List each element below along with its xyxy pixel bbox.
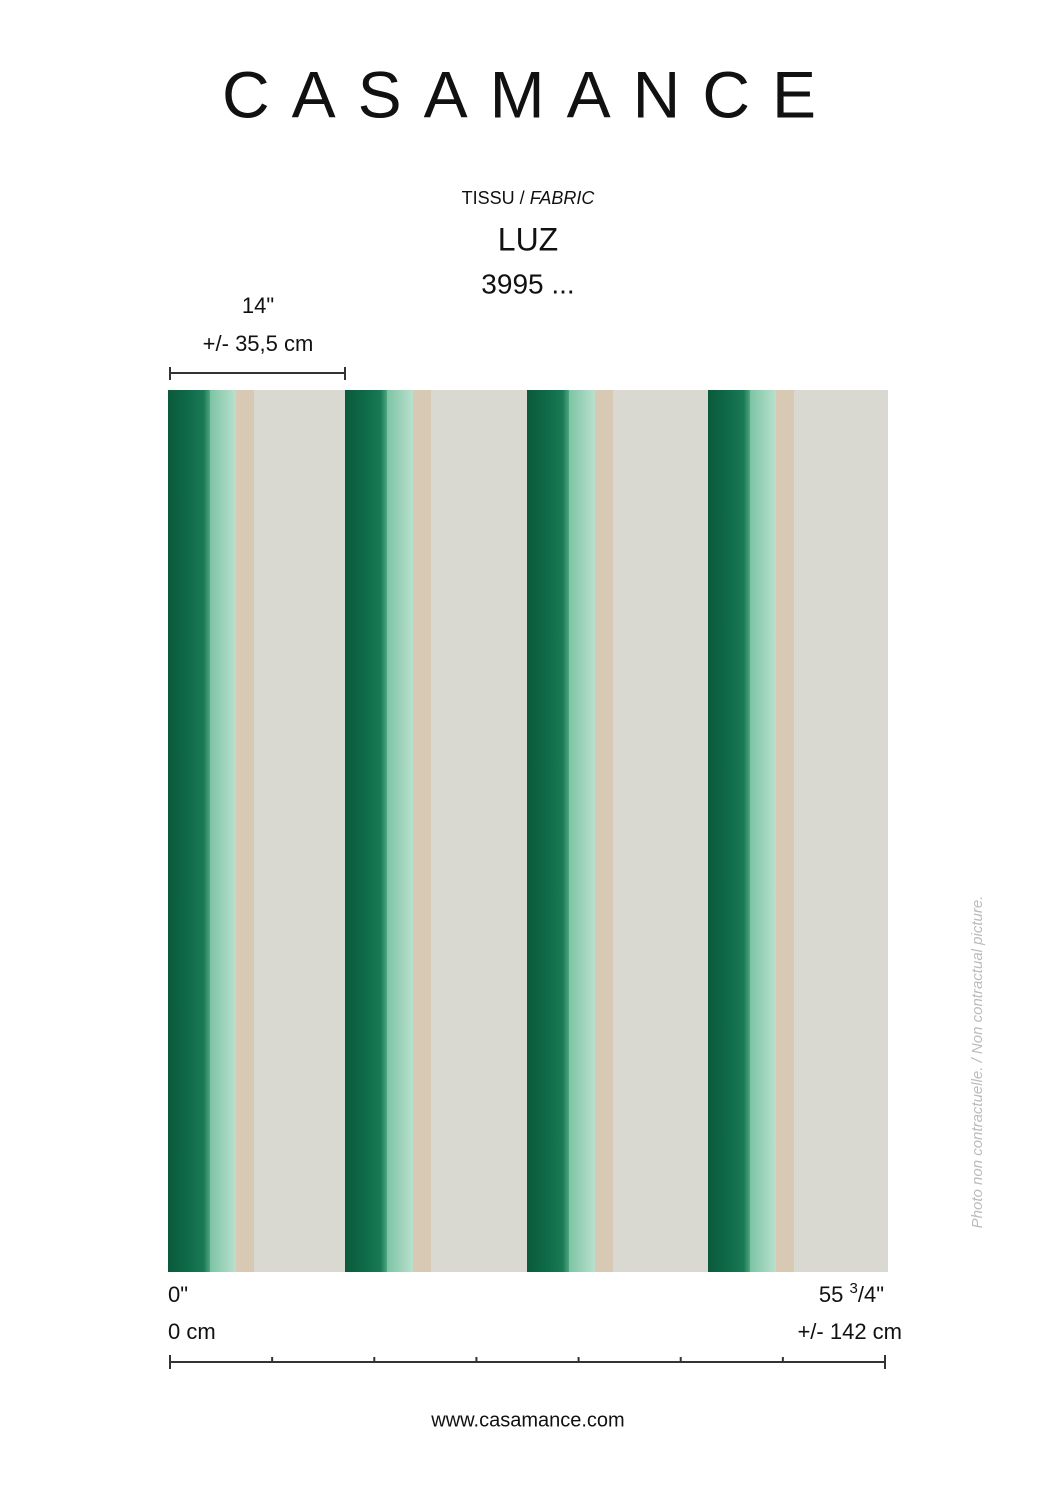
stripe-mint xyxy=(387,390,413,1272)
fabric-swatch xyxy=(168,390,888,1272)
slash: / xyxy=(858,1282,865,1307)
stripe-dark xyxy=(527,390,569,1272)
brand: CASAMANCE xyxy=(222,57,838,131)
separator: / xyxy=(520,188,525,208)
stripe-beige xyxy=(413,390,431,1272)
category-en: FABRIC xyxy=(530,188,596,208)
stripe-beige xyxy=(236,390,254,1272)
product-name: LUZ xyxy=(498,221,558,257)
whole: 55 xyxy=(819,1282,843,1307)
category-fr: TISSU xyxy=(462,188,515,208)
width-ruler xyxy=(169,1355,886,1369)
disclaimer: Photo non contractuelle. / Non contractu… xyxy=(969,896,986,1229)
stripe-dark xyxy=(168,390,210,1272)
end-inches: 55 3/4" xyxy=(819,1280,884,1307)
stripe-mint xyxy=(750,390,776,1272)
end-cm: +/- 142 cm xyxy=(797,1319,902,1344)
stripe-mint xyxy=(569,390,595,1272)
start-cm: 0 cm xyxy=(168,1319,216,1344)
reference: 3995 ... xyxy=(481,268,574,299)
repeat-ruler xyxy=(169,367,346,380)
stripe-beige xyxy=(595,390,613,1272)
stripe-dark xyxy=(345,390,387,1272)
repeat-cm: +/- 35,5 cm xyxy=(203,331,314,356)
stripe-beige xyxy=(776,390,794,1272)
repeat-inches: 14" xyxy=(242,293,274,318)
stripe-mint xyxy=(210,390,236,1272)
start-inches: 0" xyxy=(168,1282,188,1307)
category: TISSU / FABRIC xyxy=(462,188,596,208)
unit: " xyxy=(876,1282,884,1307)
denominator: 4 xyxy=(864,1282,876,1307)
website[interactable]: www.casamance.com xyxy=(430,1409,624,1431)
numerator: 3 xyxy=(849,1280,857,1297)
stripe-dark xyxy=(708,390,750,1272)
